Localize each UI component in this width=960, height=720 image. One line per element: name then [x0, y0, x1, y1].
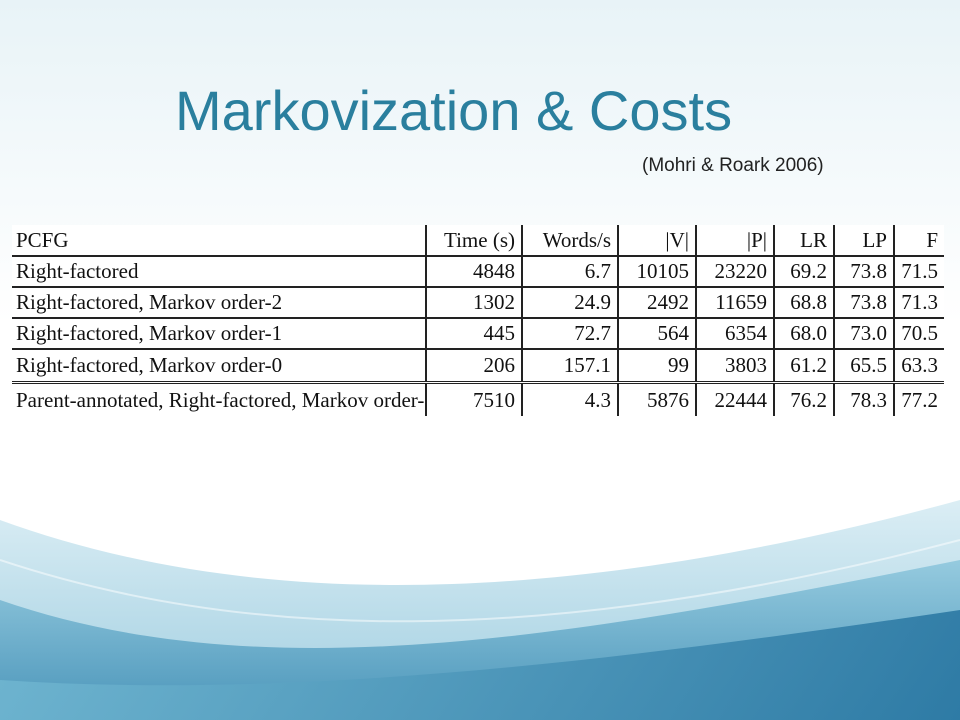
- table-cell: 7510: [425, 382, 522, 416]
- column-header-pcfg: PCFG: [12, 225, 426, 257]
- table-cell: 99: [617, 349, 696, 384]
- citation: (Mohri & Roark 2006): [642, 155, 824, 176]
- table-cell: Right-factored, Markov order-1: [12, 318, 426, 350]
- table-cell: 72.7: [521, 318, 618, 350]
- results-table: PCFG Time (s) Words/s |V| |P| LR LP F Ri…: [12, 225, 944, 416]
- table-cell: Parent-annotated, Right-factored, Markov…: [16, 387, 426, 412]
- table-cell: 4.3: [521, 382, 618, 416]
- table-cell: 10105: [617, 256, 696, 288]
- column-header-lp: LP: [833, 225, 894, 257]
- table-cell: 76.2: [773, 382, 834, 416]
- column-header-time: Time (s): [425, 225, 522, 257]
- table-cell: 6.7: [521, 256, 618, 288]
- table-cell: 61.2: [773, 349, 834, 384]
- table-cell: 73.8: [833, 256, 894, 288]
- table-cell: 22444: [695, 382, 774, 416]
- table-cell: 4848: [425, 256, 522, 288]
- table-cell: 445: [425, 318, 522, 350]
- table-cell: 564: [617, 318, 696, 350]
- table-cell: 73.0: [833, 318, 894, 350]
- table-cell: 68.0: [773, 318, 834, 350]
- table-cell: 6354: [695, 318, 774, 350]
- table-cell: 5876: [617, 382, 696, 416]
- table-cell: Right-factored: [12, 256, 426, 288]
- table-cell: Right-factored, Markov order-2: [12, 287, 426, 319]
- table-cell: 23220: [695, 256, 774, 288]
- table-cell: 65.5: [833, 349, 894, 384]
- table-cell: 68.8: [773, 287, 834, 319]
- table-cell: 1302: [425, 287, 522, 319]
- table-cell: 78.3: [833, 382, 894, 416]
- table-cell: 71.5: [893, 256, 944, 288]
- table-row: Right-factored, Markov order-2 1302 24.9…: [12, 287, 944, 319]
- table-cell: 3803: [695, 349, 774, 384]
- table-cell: Right-factored, Markov order-0: [12, 349, 426, 384]
- column-header-v: |V|: [617, 225, 696, 257]
- table-cell: 24.9: [521, 287, 618, 319]
- table-cell: 11659: [695, 287, 774, 319]
- table-cell: 206: [425, 349, 522, 384]
- table-header-row: PCFG Time (s) Words/s |V| |P| LR LP F: [12, 225, 944, 257]
- column-header-f: F: [893, 225, 944, 257]
- table-row: Right-factored, Markov order-1 445 72.7 …: [12, 318, 944, 350]
- table-cell: 63.3: [893, 349, 944, 384]
- table-cell: 77.2: [893, 382, 944, 416]
- column-header-lr: LR: [773, 225, 834, 257]
- table-cell: 157.1: [521, 349, 618, 384]
- table-row: Parent-annotated, Right-factored, Markov…: [12, 382, 944, 416]
- table-row: Right-factored, Markov order-0 206 157.1…: [12, 349, 944, 384]
- table-cell: 69.2: [773, 256, 834, 288]
- table-row: Right-factored 4848 6.7 10105 23220 69.2…: [12, 256, 944, 288]
- results-table-image: PCFG Time (s) Words/s |V| |P| LR LP F Ri…: [12, 225, 944, 431]
- table-cell: 73.8: [833, 287, 894, 319]
- table-cell: 71.3: [893, 287, 944, 319]
- column-header-p: |P|: [695, 225, 774, 257]
- table-cell: 2492: [617, 287, 696, 319]
- slide-title: Markovization & Costs: [175, 79, 733, 142]
- table-cell: 70.5: [893, 318, 944, 350]
- column-header-words-per-second: Words/s: [521, 225, 618, 257]
